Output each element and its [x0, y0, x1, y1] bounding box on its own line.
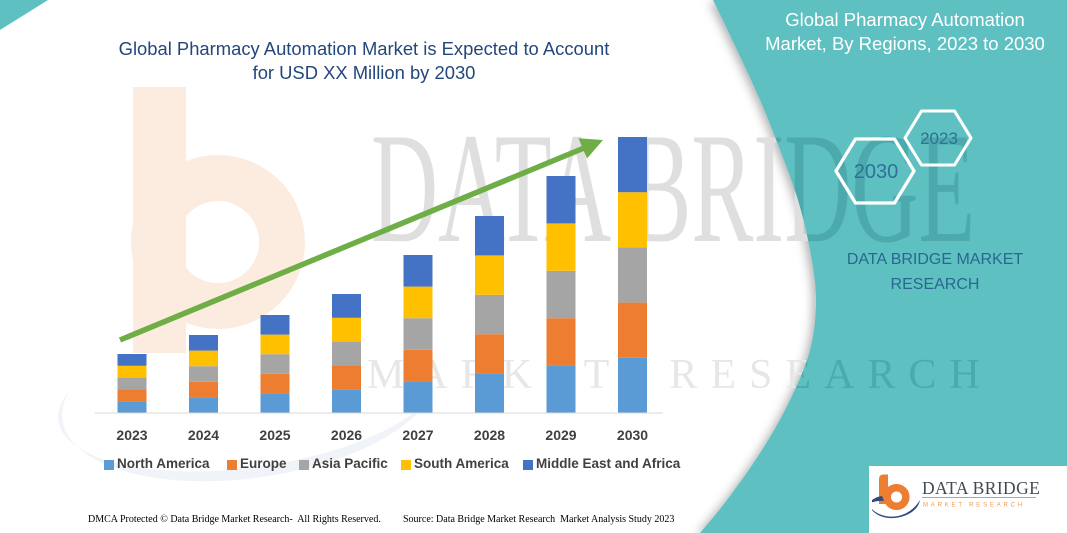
svg-text:2030: 2030: [854, 161, 899, 183]
svg-text:DATA BRIDGE: DATA BRIDGE: [371, 102, 975, 276]
svg-text:MARKET RESEARCH: MARKET RESEARCH: [923, 503, 1025, 509]
svg-text:MARKET RESEARCH: MARKET RESEARCH: [367, 352, 993, 398]
svg-text:DATA BRIDGE: DATA BRIDGE: [922, 478, 1040, 498]
svg-text:2023: 2023: [920, 129, 958, 148]
